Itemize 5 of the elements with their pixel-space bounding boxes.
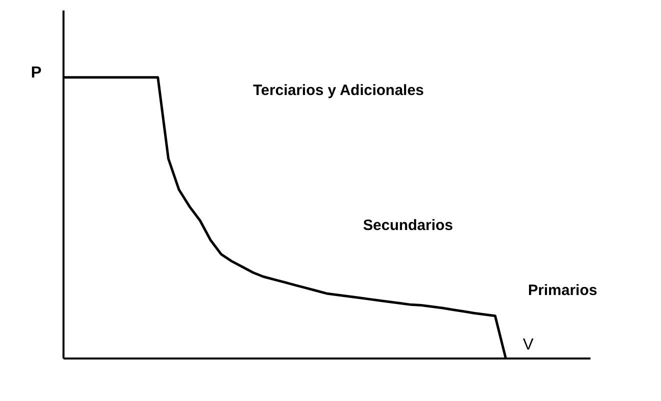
annotation: Terciarios y Adicionales	[253, 82, 424, 99]
y-axis-title: P	[30, 64, 42, 82]
annotation: Primarios	[528, 282, 598, 299]
x-axis-title: V	[522, 336, 534, 354]
annotation: Secundarios	[363, 217, 454, 234]
